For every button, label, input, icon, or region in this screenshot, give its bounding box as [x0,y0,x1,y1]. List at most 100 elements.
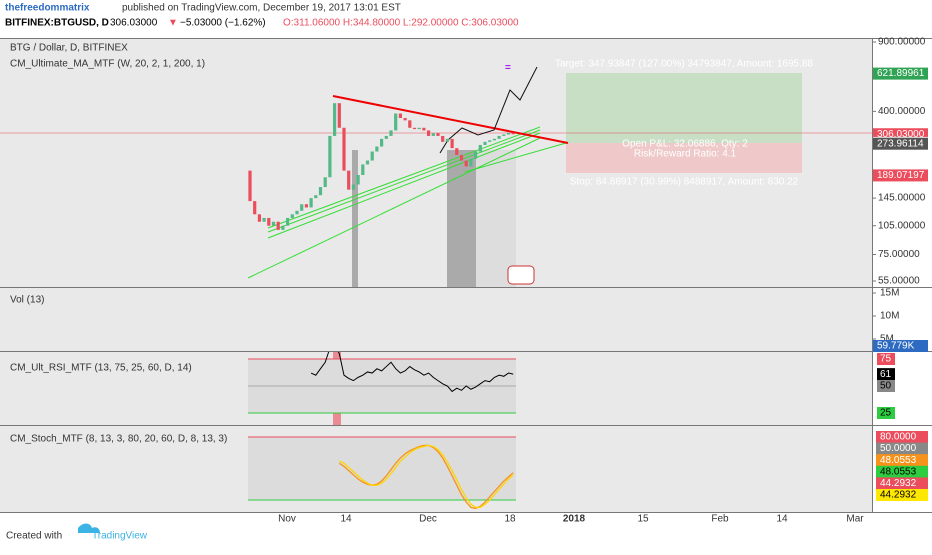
stoch-badge [876,489,928,501]
candle [248,170,252,202]
candle [459,155,464,161]
candle [408,120,412,128]
candle [333,103,337,136]
price-badge [873,67,928,80]
candle [304,204,308,208]
candle [502,134,506,136]
stoch-badge-label: 80.0000 [880,432,917,443]
published: published on TradingView.com, December 1… [122,3,401,14]
price-badge-label: 306.03000 [877,129,925,140]
candle [478,144,482,152]
stoch-bg [248,437,516,500]
candle [431,133,435,136]
stoch-badge-label: 44.2932 [880,478,917,489]
pane-borders [0,38,932,513]
price-tick-label: 75.00000 [878,249,920,260]
rr-label: Risk/Reward Ratio: 4.1 [634,149,737,160]
candle [342,127,346,171]
candle [370,151,374,161]
candle [483,141,487,145]
rsi-badge [877,380,895,392]
vol-tick-label: 15M [880,288,899,299]
candle [281,225,285,230]
candle [300,204,304,211]
stoch-badge [876,477,928,490]
brand[interactable]: TradingView [92,531,148,542]
user[interactable]: thefreedommatrix [5,3,90,14]
candle [323,177,327,188]
rsi-title: CM_Ult_RSI_MTF (13, 75, 25, 60, D, 14) [10,363,192,374]
candle [506,132,511,135]
price-badge-label: 189.07197 [877,170,925,181]
candle [337,103,341,128]
price-tick-label: 145.00000 [878,193,926,204]
vol-badge [873,340,928,352]
candle [403,118,407,121]
vol-tick-label: 10M [880,311,899,322]
price-badge-label: 621.89961 [877,68,925,79]
x-tick-label: 2018 [563,514,586,525]
candle [445,138,449,142]
candle [436,133,440,136]
pnl-label: Open P&L: 32.06886, Qty: 2 [622,139,748,150]
x-tick-label: 14 [340,514,352,525]
rsi-badge-label: 50 [880,381,892,392]
candle [309,198,313,208]
stoch-badge [876,442,928,455]
price-badge [873,169,928,182]
rsi-badge [877,353,895,365]
candle [286,217,290,226]
candle [474,151,478,159]
vol-badge-label: 59.779K [877,341,915,352]
x-tick-label: 15 [637,514,649,525]
candle [441,135,445,142]
rsi-badge-label: 25 [880,408,892,419]
candle [398,113,402,119]
candle [318,187,323,196]
candle [365,160,370,165]
candle [257,214,261,222]
stoch-badge-label: 48.0553 [880,455,917,466]
vol-tick-label: 5M [880,334,894,345]
candle [455,148,459,156]
stoch-badge-label: 44.2932 [880,490,917,501]
rsi-badge-label: 75 [880,354,892,365]
created: Created with [6,531,62,542]
rsi-badge [877,368,895,381]
candle [267,217,271,226]
candle [422,127,426,131]
last: 306.03000 [110,18,158,29]
overlays: = [0,63,872,287]
candles [248,103,515,230]
x-tick-label: Dec [419,514,437,525]
candle [314,195,318,199]
candle [427,130,431,136]
candle [469,158,473,167]
candle [417,127,421,130]
candle [450,138,454,149]
candle [290,214,294,218]
candle [394,113,398,131]
candle [262,217,266,222]
candle [384,135,388,139]
candle [375,146,379,152]
rsi-badge-label: 61 [880,369,892,380]
change: −5.03000 (−1.62%) [180,18,266,29]
price-tick-label: 900.00000 [878,37,926,48]
pane-title: BTG / Dollar, D, BITFINEX [10,43,128,54]
candle [497,135,501,139]
symbol: BITFINEX:BTGUSD, D [5,18,109,29]
stoch-badge [876,454,928,467]
stoch-badge [876,431,928,443]
candle [271,221,276,226]
ohlc: O:311.06000 H:344.80000 L:292.00000 C:30… [283,18,519,29]
svg-text:=: = [505,63,511,74]
candle [347,170,351,190]
candle [276,221,280,230]
candle [380,138,384,147]
stop-label: Stop: 84.88917 (30.99%) 8488917, Amount:… [570,177,799,188]
x-tick-label: Nov [278,514,296,525]
x-tick-label: Mar [846,514,864,525]
